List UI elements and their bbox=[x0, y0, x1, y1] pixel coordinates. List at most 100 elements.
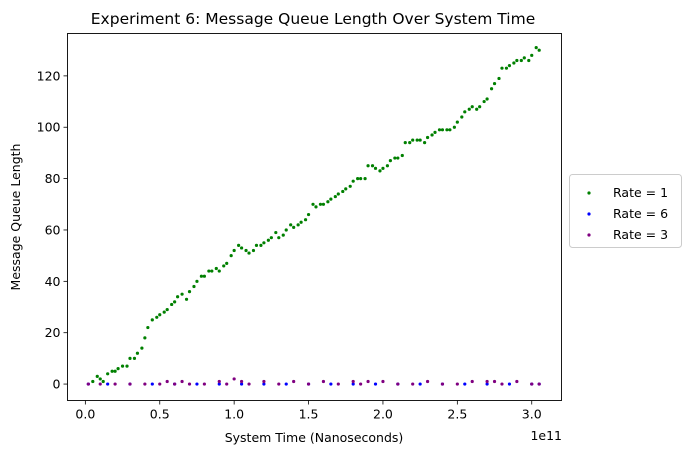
data-point bbox=[214, 266, 218, 271]
data-point bbox=[239, 379, 244, 384]
chart-title: Experiment 6: Message Queue Length Over … bbox=[91, 10, 535, 28]
data-point bbox=[262, 241, 266, 245]
data-point bbox=[247, 382, 251, 386]
data-point bbox=[400, 153, 404, 158]
data-point bbox=[239, 246, 244, 250]
data-point bbox=[530, 382, 534, 386]
data-point bbox=[393, 156, 397, 160]
data-point bbox=[411, 138, 415, 142]
plot-frame bbox=[67, 33, 562, 401]
data-point bbox=[356, 177, 360, 181]
data-point bbox=[478, 105, 482, 109]
data-point bbox=[314, 205, 318, 209]
legend-label: Rate = 6 bbox=[613, 206, 668, 221]
data-point bbox=[292, 225, 296, 229]
data-point bbox=[504, 66, 509, 70]
data-point bbox=[158, 313, 162, 317]
data-point bbox=[519, 58, 523, 63]
data-point bbox=[274, 230, 278, 235]
y-tick-label: 100 bbox=[37, 120, 61, 135]
x-tick-label: 0.5 bbox=[150, 407, 170, 422]
data-point bbox=[262, 382, 266, 386]
data-point bbox=[140, 346, 144, 350]
data-point bbox=[306, 382, 311, 386]
data-point bbox=[128, 356, 132, 360]
data-point bbox=[455, 120, 459, 124]
data-point bbox=[437, 128, 442, 132]
data-point bbox=[135, 351, 140, 355]
data-point bbox=[415, 138, 419, 142]
data-point bbox=[150, 318, 154, 322]
data-point bbox=[247, 251, 251, 255]
data-point bbox=[170, 302, 174, 307]
data-point bbox=[333, 194, 337, 199]
legend-marker bbox=[587, 212, 591, 216]
data-point bbox=[351, 379, 355, 384]
data-point bbox=[326, 200, 330, 204]
data-point bbox=[132, 356, 137, 360]
y-tick-label: 60 bbox=[45, 222, 61, 237]
data-point bbox=[433, 130, 437, 134]
data-point bbox=[537, 48, 541, 52]
data-point bbox=[106, 382, 110, 386]
data-point bbox=[86, 382, 90, 386]
data-point bbox=[98, 377, 102, 381]
data-point bbox=[423, 141, 427, 145]
data-point bbox=[329, 382, 333, 386]
data-point bbox=[116, 367, 120, 371]
data-point bbox=[378, 169, 382, 173]
data-point bbox=[507, 64, 512, 68]
data-point bbox=[512, 61, 516, 65]
data-point bbox=[373, 166, 378, 170]
data-point bbox=[210, 269, 214, 273]
data-point bbox=[207, 269, 211, 273]
data-point bbox=[184, 297, 189, 301]
y-tick-label: 40 bbox=[45, 274, 61, 289]
x-tick-label: 0.0 bbox=[75, 407, 95, 422]
data-point bbox=[176, 295, 180, 299]
data-point bbox=[173, 300, 177, 304]
data-point bbox=[289, 223, 293, 227]
data-point bbox=[202, 274, 206, 278]
data-point bbox=[106, 372, 110, 376]
data-point bbox=[321, 379, 326, 384]
legend: Rate = 1 Rate = 6 Rate = 3 bbox=[569, 174, 682, 248]
data-point bbox=[348, 184, 352, 188]
data-point bbox=[537, 382, 541, 386]
data-point bbox=[277, 236, 281, 240]
data-point bbox=[195, 382, 199, 386]
data-point bbox=[150, 382, 154, 386]
data-point bbox=[237, 243, 241, 247]
y-tick-label: 80 bbox=[45, 171, 61, 186]
data-point bbox=[269, 236, 273, 240]
data-point bbox=[180, 292, 184, 296]
data-point bbox=[101, 379, 105, 384]
data-point bbox=[155, 315, 159, 319]
data-point bbox=[143, 336, 147, 340]
data-point bbox=[306, 212, 311, 217]
data-point bbox=[366, 379, 370, 384]
data-point bbox=[187, 290, 192, 294]
data-point bbox=[266, 238, 270, 242]
data-point bbox=[351, 382, 355, 386]
x-axis-ticks: 0.0 0.5 1.0 1.5 2.0 2.5 3.0 bbox=[75, 400, 542, 422]
data-point bbox=[165, 379, 169, 384]
data-point bbox=[470, 379, 474, 384]
x-tick-label: 2.5 bbox=[447, 407, 467, 422]
data-point bbox=[359, 177, 363, 181]
x-axis-label: System Time (Nanoseconds) bbox=[225, 430, 404, 445]
data-point bbox=[463, 110, 467, 114]
data-point bbox=[467, 107, 471, 111]
data-point bbox=[128, 382, 132, 386]
x-axis-offset-label: 1e11 bbox=[530, 428, 562, 443]
plot-background bbox=[67, 33, 562, 401]
data-point bbox=[143, 382, 147, 386]
data-point bbox=[452, 125, 456, 129]
data-point bbox=[254, 243, 259, 247]
data-point bbox=[425, 379, 430, 384]
data-point bbox=[363, 177, 367, 181]
data-point bbox=[262, 379, 266, 384]
data-point bbox=[448, 128, 452, 132]
x-tick-label: 2.0 bbox=[373, 407, 393, 422]
